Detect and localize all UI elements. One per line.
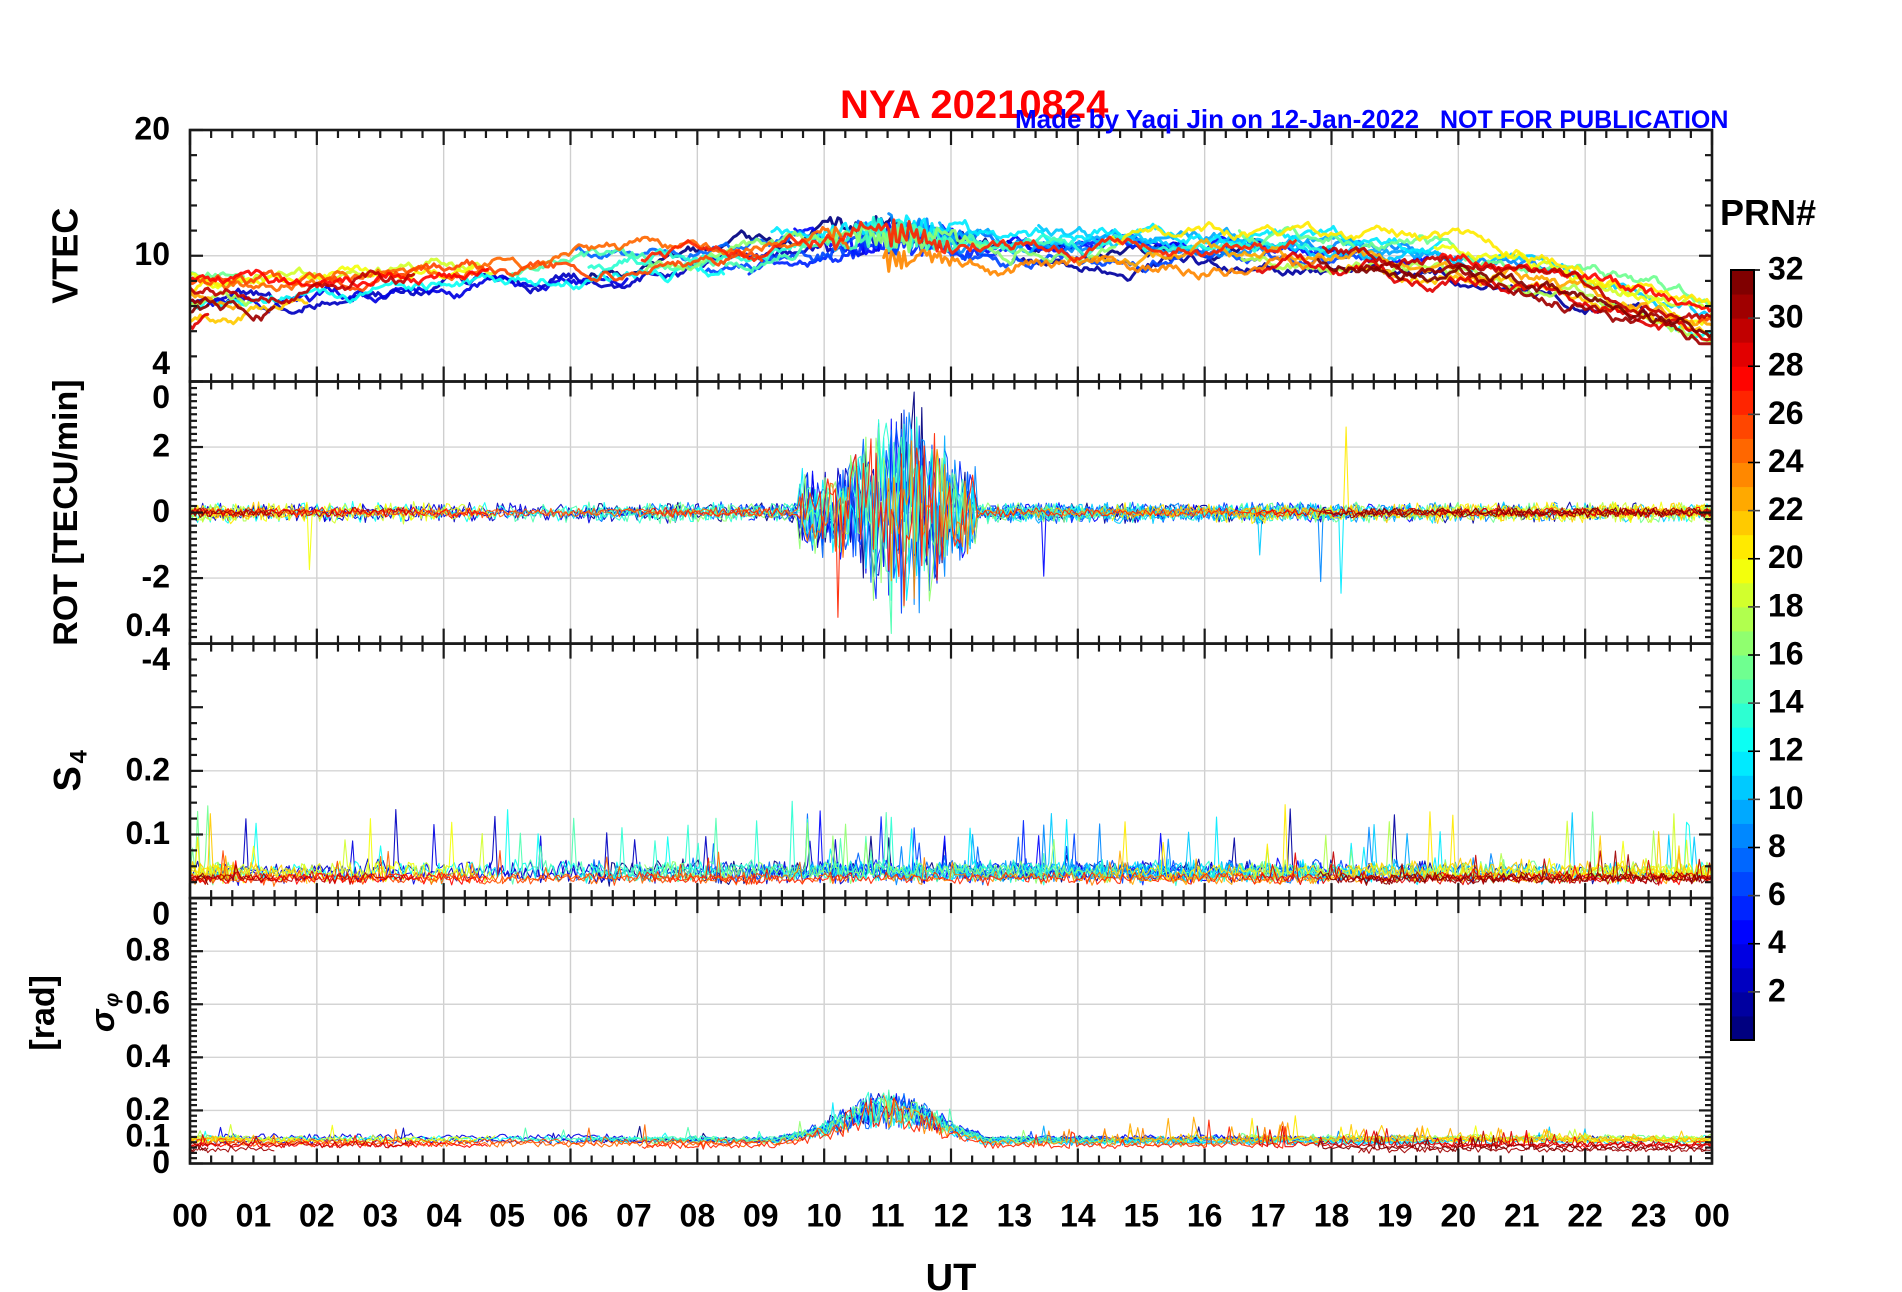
svg-text:φ: φ	[101, 993, 123, 1007]
svg-text:2: 2	[152, 427, 170, 463]
svg-text:16: 16	[1768, 635, 1804, 671]
svg-text:24: 24	[1768, 443, 1804, 479]
svg-text:0.8: 0.8	[126, 932, 170, 968]
svg-text:4: 4	[65, 750, 92, 764]
svg-text:16: 16	[1187, 1198, 1223, 1234]
svg-text:32: 32	[1768, 250, 1804, 286]
svg-text:0: 0	[152, 379, 170, 415]
svg-text:18: 18	[1768, 587, 1804, 623]
svg-text:20: 20	[1768, 539, 1804, 575]
svg-text:20: 20	[134, 110, 170, 146]
svg-text:12: 12	[1768, 732, 1804, 768]
svg-text:ROT [TECU/min]: ROT [TECU/min]	[47, 379, 85, 645]
svg-text:8: 8	[1768, 828, 1786, 864]
svg-text:05: 05	[489, 1198, 525, 1234]
svg-text:6: 6	[1768, 876, 1786, 912]
svg-text:13: 13	[997, 1198, 1033, 1234]
svg-text:18: 18	[1314, 1198, 1350, 1234]
svg-text:11: 11	[871, 1198, 905, 1234]
svg-text:19: 19	[1377, 1198, 1413, 1234]
svg-text:06: 06	[553, 1198, 589, 1234]
svg-text:0.1: 0.1	[126, 815, 170, 851]
svg-text:30: 30	[1768, 299, 1804, 335]
svg-text:00: 00	[172, 1198, 208, 1234]
svg-text:28: 28	[1768, 347, 1804, 383]
svg-text:03: 03	[362, 1198, 398, 1234]
svg-text:0.2: 0.2	[126, 1091, 170, 1127]
svg-text:20: 20	[1441, 1198, 1477, 1234]
svg-text:12: 12	[933, 1198, 969, 1234]
svg-text:4: 4	[1768, 924, 1786, 960]
svg-text:08: 08	[680, 1198, 716, 1234]
svg-text:22: 22	[1768, 491, 1804, 527]
svg-text:0: 0	[152, 896, 170, 932]
svg-text:00: 00	[1694, 1198, 1730, 1234]
svg-text:17: 17	[1250, 1198, 1286, 1234]
svg-text:26: 26	[1768, 395, 1804, 431]
svg-text:04: 04	[426, 1198, 462, 1234]
svg-text:01: 01	[236, 1198, 272, 1234]
svg-text:02: 02	[299, 1198, 335, 1234]
svg-text:0.2: 0.2	[126, 751, 170, 787]
svg-text:22: 22	[1567, 1198, 1603, 1234]
svg-text:14: 14	[1060, 1198, 1096, 1234]
svg-text:0: 0	[152, 493, 170, 529]
svg-text:10: 10	[134, 236, 170, 272]
svg-text:S: S	[47, 766, 89, 791]
svg-text:0.6: 0.6	[126, 985, 170, 1021]
svg-text:0.4: 0.4	[126, 1038, 171, 1074]
svg-text:4: 4	[152, 345, 170, 381]
svg-text:VTEC: VTEC	[45, 208, 86, 304]
svg-text:0.4: 0.4	[126, 607, 171, 643]
svg-text:15: 15	[1123, 1198, 1159, 1234]
svg-text:-4: -4	[142, 641, 171, 677]
svg-text:07: 07	[616, 1198, 652, 1234]
svg-text:-2: -2	[142, 559, 170, 595]
svg-text:σ: σ	[84, 1008, 122, 1032]
svg-text:Made by Yaqi Jin on 12-Jan-202: Made by Yaqi Jin on 12-Jan-2022	[1015, 104, 1419, 134]
svg-text:09: 09	[743, 1198, 779, 1234]
svg-text:[rad]: [rad]	[24, 975, 62, 1051]
svg-text:14: 14	[1768, 684, 1804, 720]
svg-text:NOT FOR PUBLICATION: NOT FOR PUBLICATION	[1440, 106, 1728, 134]
svg-text:10: 10	[1768, 780, 1804, 816]
svg-text:PRN#: PRN#	[1720, 192, 1816, 233]
svg-text:23: 23	[1631, 1198, 1667, 1234]
svg-text:2: 2	[1768, 972, 1786, 1008]
svg-text:UT: UT	[926, 1257, 977, 1292]
svg-text:21: 21	[1504, 1198, 1540, 1234]
svg-text:10: 10	[806, 1198, 842, 1234]
